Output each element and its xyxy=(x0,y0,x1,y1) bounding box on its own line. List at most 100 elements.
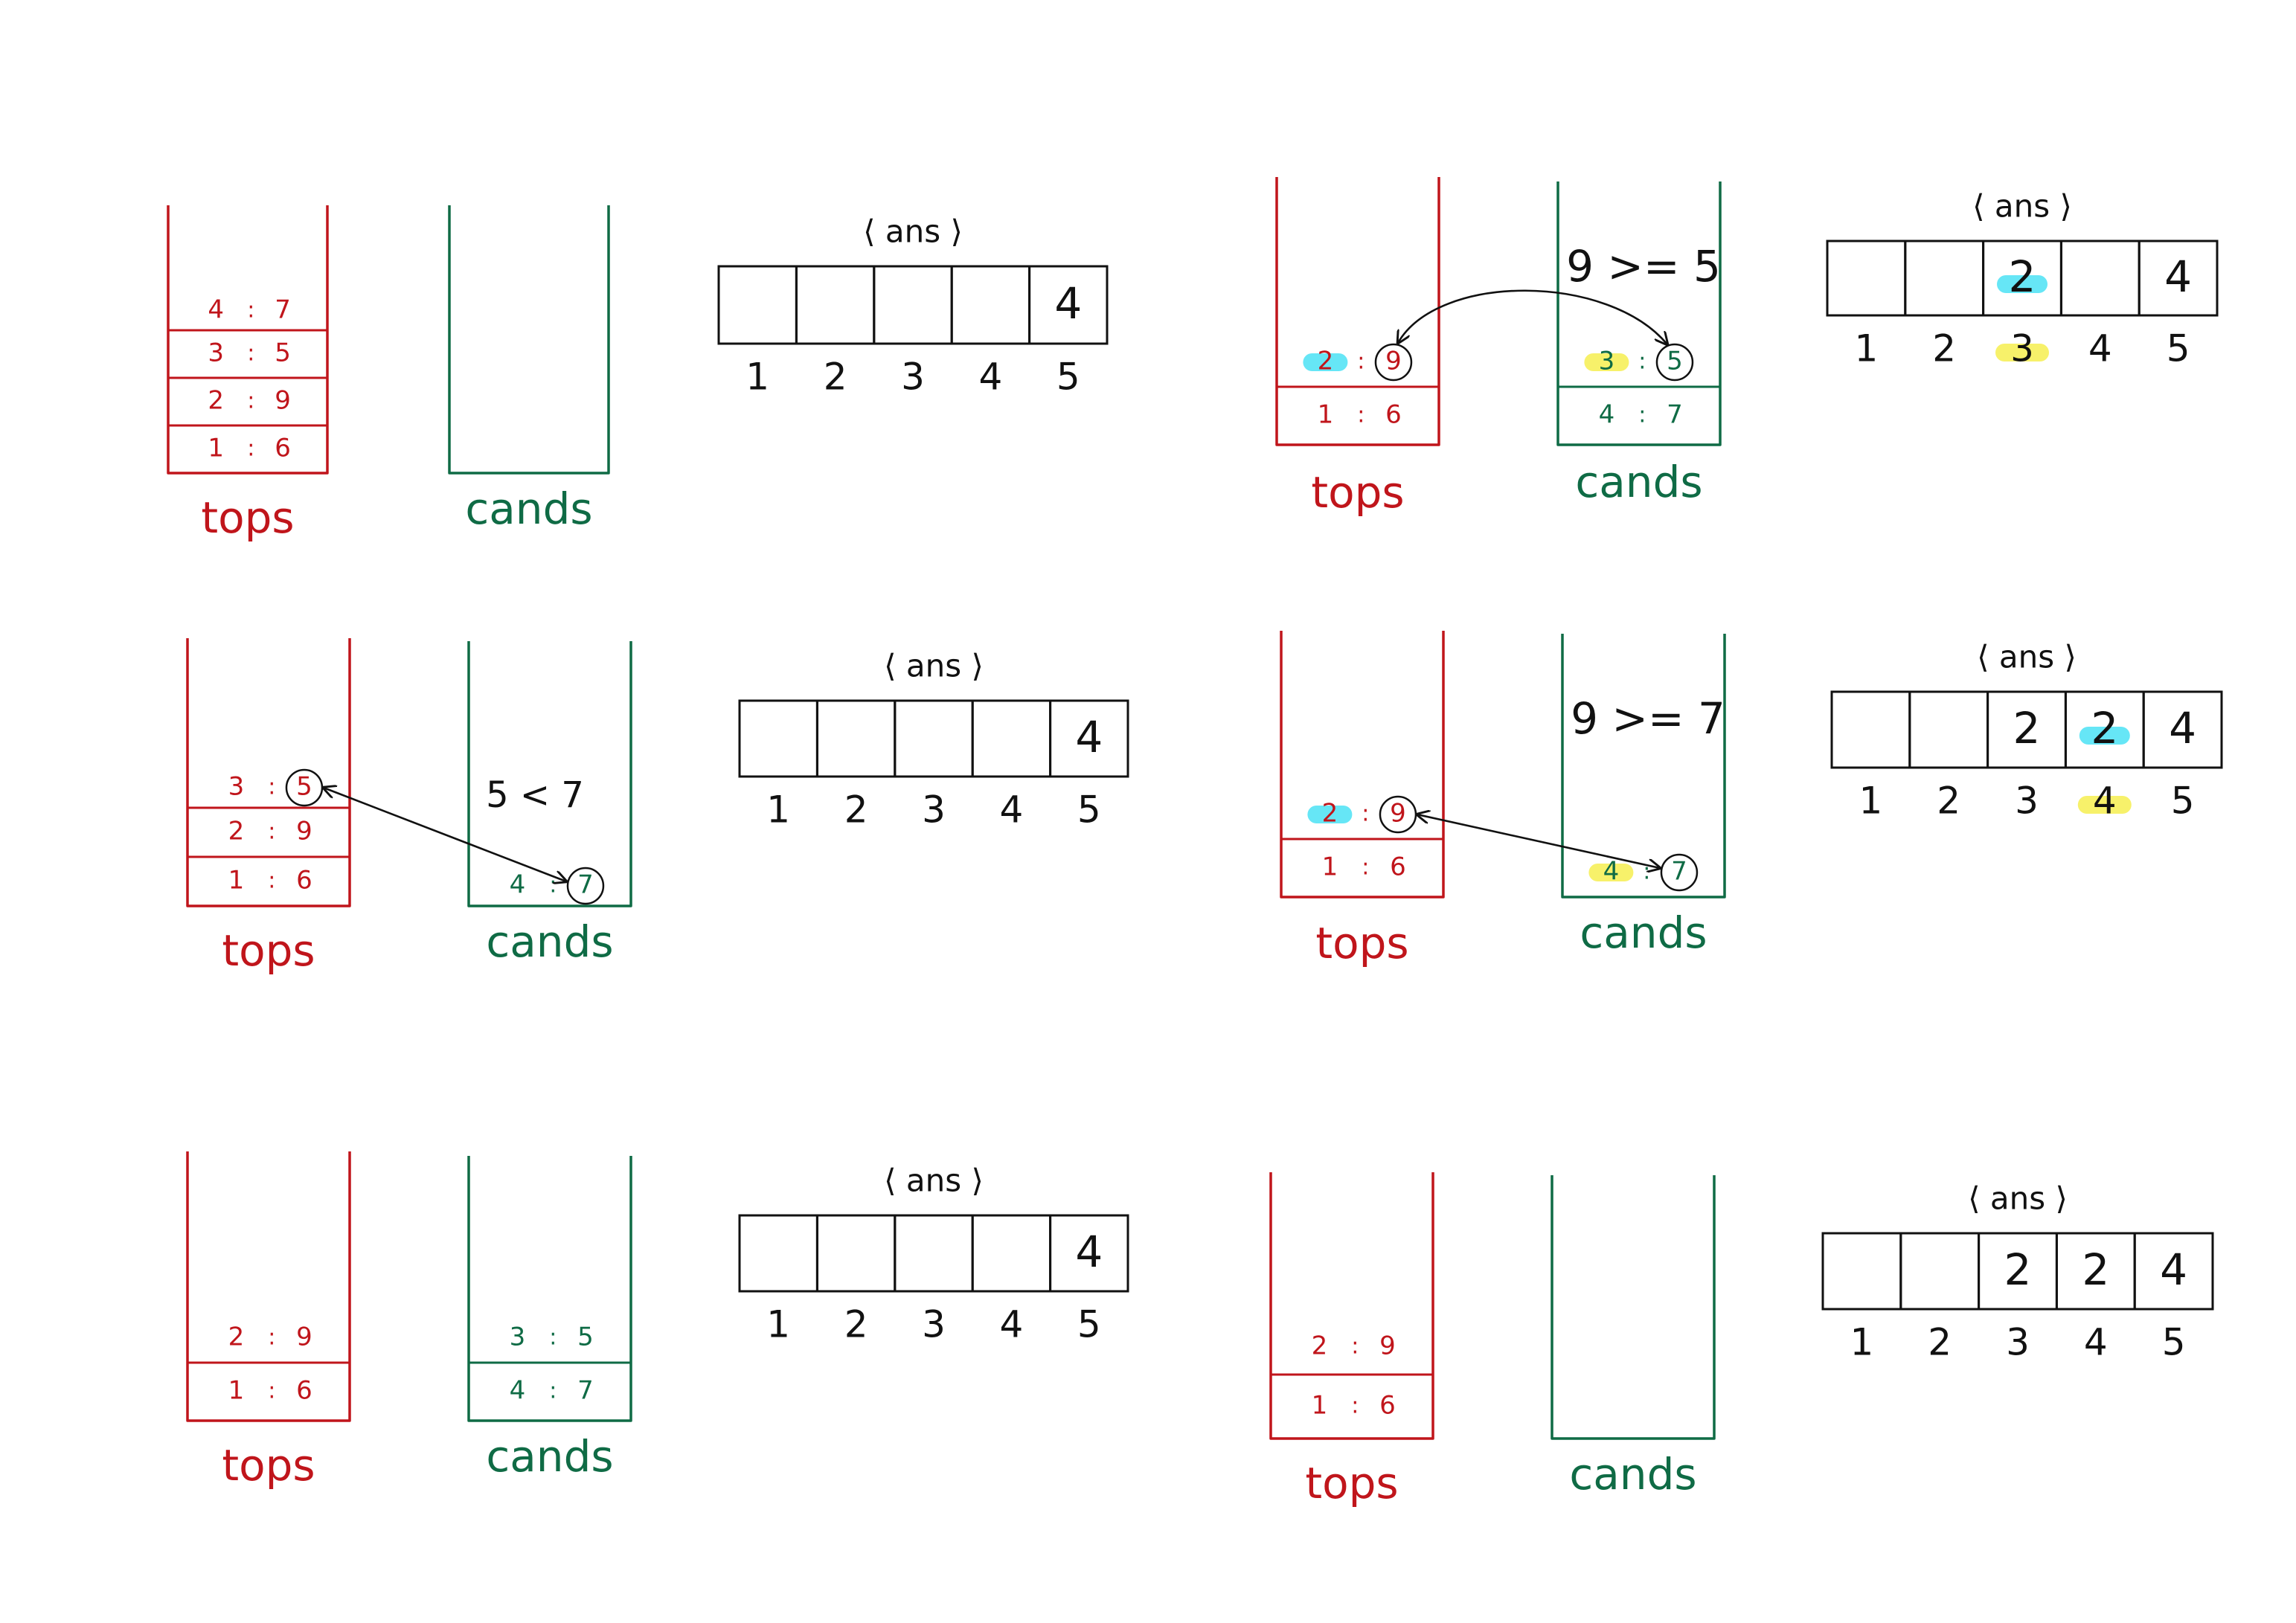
tops-item-key: 2 xyxy=(1312,1331,1328,1361)
cands-item: 4:7 xyxy=(1588,853,1699,892)
cands-label: cands xyxy=(486,916,613,967)
ans-cell xyxy=(1049,1214,1129,1293)
ans-index: 4 xyxy=(2084,1321,2108,1364)
ans-cell xyxy=(1904,240,1985,317)
tops-item-separator: : xyxy=(1351,1334,1359,1360)
cands-item-separator: : xyxy=(549,1325,557,1351)
tops-item-key: 1 xyxy=(1318,400,1334,430)
tops-item: 3:5 xyxy=(228,768,324,807)
tops-item-value: 9 xyxy=(1385,347,1402,376)
tops-item: 1:6 xyxy=(208,434,291,463)
cands-item: 3:5 xyxy=(510,1322,594,1352)
ans-cell xyxy=(2133,1232,2214,1311)
tops-container xyxy=(1275,177,1440,446)
tops-item-value: 5 xyxy=(296,772,312,802)
ans-cell xyxy=(815,1214,897,1293)
cands-item-value: 5 xyxy=(1667,347,1683,376)
tops-item-value: 9 xyxy=(296,817,312,846)
ans-index: 1 xyxy=(1859,780,1882,823)
tops-item-separator: : xyxy=(247,341,254,367)
ans-cell xyxy=(1028,265,1109,345)
ans-index: 2 xyxy=(844,1303,868,1346)
tops-container xyxy=(1269,1172,1434,1440)
tops-item: 2:9 xyxy=(1312,1331,1396,1361)
compare-arrow xyxy=(324,788,566,881)
tops-item-value: 9 xyxy=(1379,1331,1396,1361)
tops-item-separator: : xyxy=(268,868,275,894)
cands-item-value: 7 xyxy=(1667,400,1683,430)
ans-array: ⟨ ans ⟩ 1 2 3 4 4 5 xyxy=(738,1163,1129,1346)
cands-container xyxy=(467,1156,632,1422)
cands-item-value: 7 xyxy=(577,1376,594,1406)
ans-index: 4 xyxy=(2088,327,2112,370)
cands-item-key: 3 xyxy=(1599,347,1615,376)
tops-item: 1:6 xyxy=(228,866,312,896)
cands-item-key: 3 xyxy=(510,1322,526,1352)
tops-item: 2:9 xyxy=(228,817,312,846)
ans-cell xyxy=(815,699,897,778)
cands-item-value: 7 xyxy=(577,870,594,900)
tops-item-separator: : xyxy=(1357,349,1365,375)
tops-item: 1:6 xyxy=(228,1376,312,1406)
tops-item-separator: : xyxy=(1362,855,1369,881)
cands-stack: cands xyxy=(1551,1175,1716,1500)
tops-item-key: 2 xyxy=(208,386,224,416)
ans-index: 5 xyxy=(1077,1303,1101,1346)
ans-index: 1 xyxy=(1850,1321,1873,1364)
ans-cell xyxy=(894,1214,974,1293)
ans-title: ⟨ ans ⟩ xyxy=(863,213,963,250)
tops-item-separator: : xyxy=(1351,1393,1359,1419)
highlight-mark xyxy=(1584,353,1629,371)
ans-cell-value: 4 xyxy=(1075,712,1103,762)
tops-item-value: 6 xyxy=(1390,852,1406,882)
cands-container xyxy=(467,641,632,907)
highlight-mark xyxy=(2077,796,2132,814)
ans-title: ⟨ ans ⟩ xyxy=(884,1163,984,1199)
cands-item: 4:7 xyxy=(510,867,605,905)
ans-index: 3 xyxy=(2010,327,2034,370)
ans-index: 4 xyxy=(2093,780,2117,823)
cands-item-key: 4 xyxy=(510,1376,526,1406)
ans-cell xyxy=(2142,690,2223,769)
ans-index: 2 xyxy=(1937,780,1960,823)
cands-item: 4:7 xyxy=(1599,400,1683,430)
tops-item-key: 1 xyxy=(1322,852,1338,882)
ans-cell xyxy=(1821,1232,1902,1311)
tops-item: 1:6 xyxy=(1312,1391,1396,1421)
tops-label: tops xyxy=(1315,918,1408,968)
highlight-mark xyxy=(2079,727,2130,745)
tops-item-key: 3 xyxy=(228,772,245,802)
tops-item-separator: : xyxy=(268,774,275,800)
ans-cell xyxy=(894,699,974,778)
ans-cell-value: 2 xyxy=(2004,1244,2032,1295)
tops-item: 1:6 xyxy=(1318,400,1402,430)
ans-cell xyxy=(717,265,798,345)
cands-item: 3:5 xyxy=(1584,343,1694,382)
cands-item-separator: : xyxy=(1638,349,1646,375)
ans-index: 2 xyxy=(824,356,847,399)
tops-label: tops xyxy=(1305,1458,1398,1508)
ans-cell-value: 2 xyxy=(2013,703,2041,753)
ans-index: 5 xyxy=(2167,327,2190,370)
tops-container xyxy=(1280,631,1445,899)
value-circle xyxy=(566,867,605,905)
ans-index: 3 xyxy=(2015,780,2039,823)
ans-cell-value: 4 xyxy=(2160,1244,2187,1295)
ans-cell-value: 4 xyxy=(1075,1227,1103,1277)
tops-item-key: 4 xyxy=(208,295,224,325)
tops-item-key: 1 xyxy=(228,1376,245,1406)
ans-index: 4 xyxy=(999,1303,1023,1346)
cands-label: cands xyxy=(1575,457,1702,507)
cands-label: cands xyxy=(486,1431,613,1482)
tops-item-separator: : xyxy=(268,819,275,845)
cands-item-separator: : xyxy=(1643,859,1650,885)
tops-item-key: 1 xyxy=(208,434,224,463)
tops-item-value: 9 xyxy=(1390,799,1406,829)
tops-item-key: 1 xyxy=(228,866,245,896)
tops-label: tops xyxy=(1311,467,1404,518)
ans-cell-value: 2 xyxy=(2082,1244,2109,1295)
